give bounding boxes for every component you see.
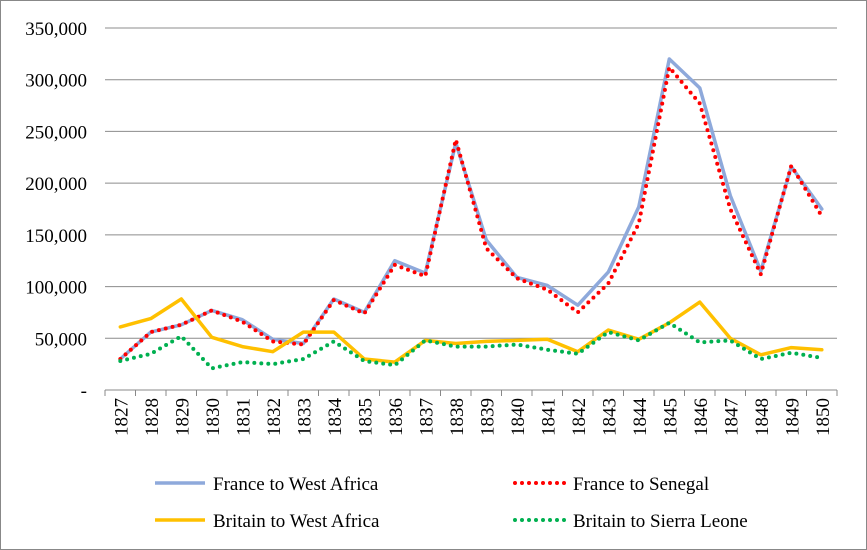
x-tick-label: 1841 xyxy=(538,398,559,436)
x-tick-label: 1849 xyxy=(782,398,803,436)
legend: France to West Africa France to Senegal Br… xyxy=(155,474,748,532)
x-tick-label: 1850 xyxy=(813,398,834,436)
x-tick-label: 1834 xyxy=(325,398,346,437)
y-tick-label: 200,000 xyxy=(25,174,87,195)
y-tick-label: 300,000 xyxy=(25,71,87,92)
x-tick-label: 1845 xyxy=(660,398,681,436)
y-axis-tick-labels: - 50,000 100,000 150,000 200,000 250,000 300,0… xyxy=(25,19,87,402)
x-tick-label: 1839 xyxy=(477,398,498,436)
y-tick-label: 350,000 xyxy=(25,19,87,40)
x-tick-label: 1836 xyxy=(386,398,407,436)
x-tick-label: 1830 xyxy=(203,398,224,436)
legend-label: France to Senegal xyxy=(573,474,709,495)
x-axis-tick-labels: 1827 1828 1829 1830 1831 1832 1833 1834 1835 1836… xyxy=(104,390,838,437)
series-line-3 xyxy=(118,320,824,371)
x-tick-label: 1843 xyxy=(599,398,620,436)
x-tick-label: 1840 xyxy=(508,398,529,436)
y-tick-label: 50,000 xyxy=(35,329,87,350)
legend-label: France to West Africa xyxy=(213,474,379,495)
y-tick-label: 100,000 xyxy=(25,278,87,299)
x-tick-label: 1847 xyxy=(721,398,742,436)
x-tick-label: 1832 xyxy=(264,398,285,436)
series-line-2 xyxy=(118,297,824,364)
x-tick-label: 1833 xyxy=(294,398,315,436)
y-tick-label: 250,000 xyxy=(25,122,87,143)
x-tick-label: 1846 xyxy=(691,398,712,436)
x-tick-label: 1837 xyxy=(416,398,437,436)
series-line-1 xyxy=(118,65,824,361)
x-tick-label: 1848 xyxy=(752,398,773,436)
y-tick-label: - xyxy=(81,381,87,402)
gridlines xyxy=(105,27,837,339)
legend-label: Britain to West Africa xyxy=(213,511,380,532)
x-tick-label: 1835 xyxy=(355,398,376,436)
x-tick-label: 1827 xyxy=(111,398,132,436)
series-lines xyxy=(118,57,824,371)
x-tick-label: 1831 xyxy=(233,398,254,436)
x-tick-label: 1828 xyxy=(142,398,163,436)
x-tick-label: 1842 xyxy=(569,398,590,436)
x-tick-label: 1844 xyxy=(630,398,651,437)
y-tick-label: 150,000 xyxy=(25,226,87,247)
legend-label: Britain to Sierra Leone xyxy=(573,511,748,532)
x-tick-label: 1838 xyxy=(447,398,468,436)
x-tick-label: 1829 xyxy=(172,398,193,436)
